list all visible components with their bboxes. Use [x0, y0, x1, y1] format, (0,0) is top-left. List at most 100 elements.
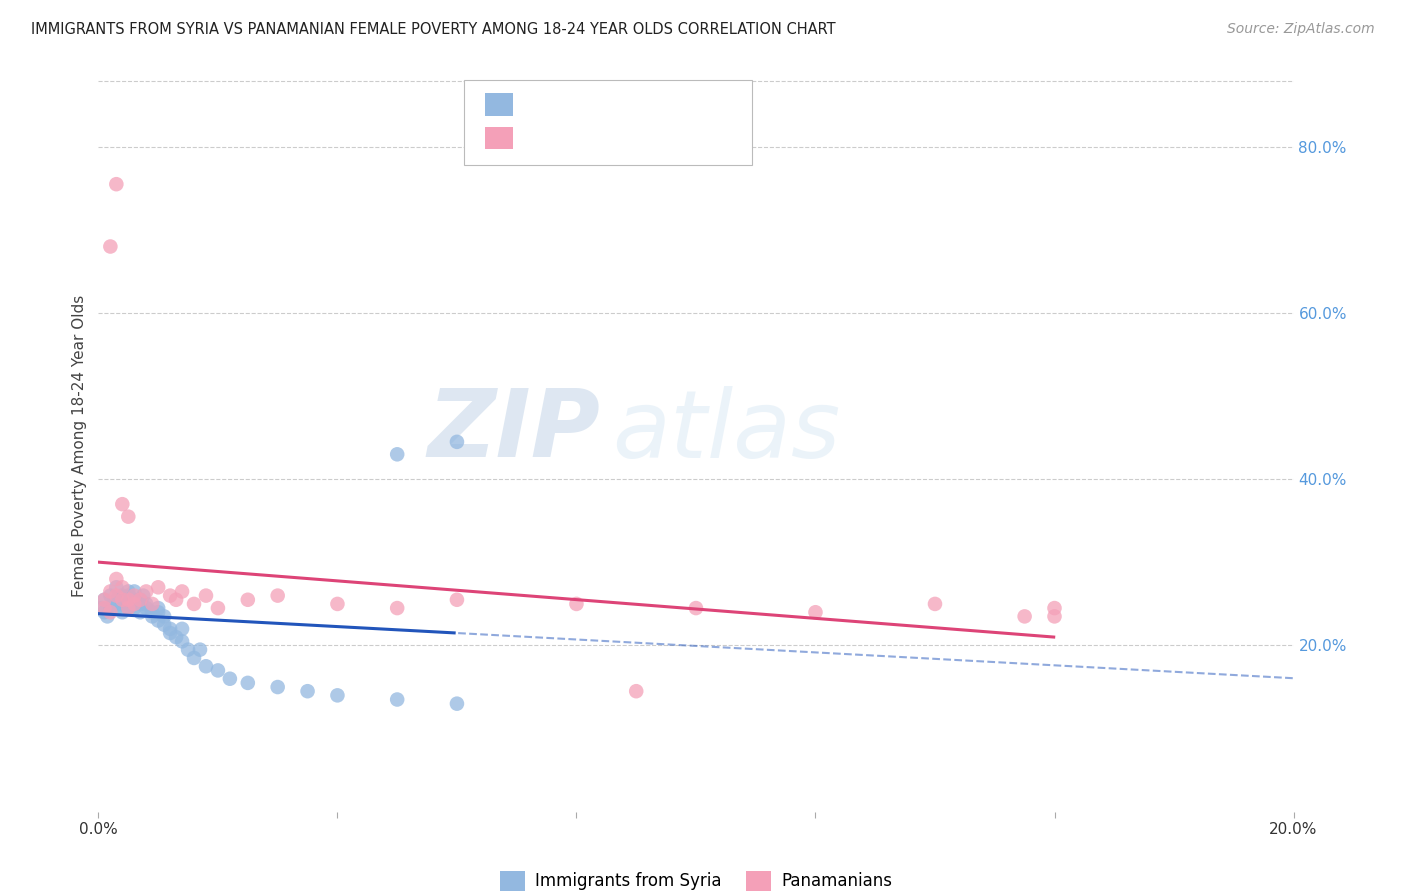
Point [207, 601, 229, 615]
Point [236, 592, 259, 607]
Point [135, 597, 157, 611]
Point [924, 597, 946, 611]
Point [135, 601, 157, 615]
Point [195, 589, 218, 603]
Point [120, 597, 142, 611]
Text: 0.006: 0.006 [555, 131, 603, 145]
Point [326, 689, 349, 703]
Point [124, 584, 146, 599]
Text: N =: N = [626, 97, 669, 112]
Point [103, 597, 125, 611]
Point [117, 592, 139, 607]
Point [93, 592, 115, 607]
Point [93, 592, 115, 607]
Point [172, 622, 194, 636]
Point [141, 597, 163, 611]
Legend: Immigrants from Syria, Panamanians: Immigrants from Syria, Panamanians [494, 864, 898, 892]
Point [385, 692, 409, 706]
Point [183, 651, 205, 665]
Point [98, 589, 122, 603]
Point [98, 601, 122, 615]
Point [90, 601, 112, 615]
Point [326, 597, 349, 611]
Text: 32: 32 [665, 131, 686, 145]
Point [141, 609, 163, 624]
Point [148, 614, 170, 628]
Point [626, 684, 648, 698]
Point [124, 601, 146, 615]
Point [565, 597, 588, 611]
Text: atlas: atlas [613, 386, 841, 477]
Point [1014, 609, 1036, 624]
Point [111, 592, 134, 607]
Point [804, 605, 827, 619]
Point [183, 597, 205, 611]
Point [96, 609, 118, 624]
Point [105, 177, 128, 191]
Point [105, 589, 128, 603]
Point [93, 605, 115, 619]
Text: R =: R = [524, 97, 558, 112]
Y-axis label: Female Poverty Among 18-24 Year Olds: Female Poverty Among 18-24 Year Olds [72, 295, 87, 597]
Point [446, 434, 468, 449]
Point [111, 589, 134, 603]
Point [98, 605, 122, 619]
Point [446, 697, 468, 711]
Point [141, 605, 163, 619]
Point [207, 664, 229, 678]
Point [98, 584, 122, 599]
Point [98, 239, 122, 253]
Point [105, 601, 128, 615]
Point [129, 605, 152, 619]
Point [267, 680, 290, 694]
Point [93, 601, 115, 615]
Point [111, 592, 134, 607]
Point [165, 630, 187, 644]
Point [165, 592, 187, 607]
Point [132, 589, 155, 603]
Point [148, 605, 170, 619]
Point [172, 584, 194, 599]
Point [117, 601, 139, 615]
Point [114, 597, 136, 611]
Point [105, 580, 128, 594]
Point [236, 676, 259, 690]
Point [159, 626, 181, 640]
Point [219, 672, 242, 686]
Point [108, 597, 131, 611]
Point [117, 509, 139, 524]
Point [159, 622, 181, 636]
Point [135, 584, 157, 599]
Point [177, 642, 200, 657]
Point [1043, 609, 1066, 624]
Text: N =: N = [626, 131, 669, 145]
Point [446, 592, 468, 607]
Point [385, 447, 409, 461]
Point [124, 597, 146, 611]
Point [159, 589, 181, 603]
Text: Source: ZipAtlas.com: Source: ZipAtlas.com [1227, 22, 1375, 37]
Point [148, 601, 170, 615]
Point [117, 601, 139, 615]
Point [124, 592, 146, 607]
Point [129, 597, 152, 611]
Point [117, 589, 139, 603]
Point [685, 601, 707, 615]
Point [105, 592, 128, 607]
Point [129, 592, 152, 607]
Point [148, 580, 170, 594]
Point [195, 659, 218, 673]
Point [124, 589, 146, 603]
Point [117, 592, 139, 607]
Point [153, 617, 176, 632]
Point [153, 609, 176, 624]
Point [267, 589, 290, 603]
Point [297, 684, 319, 698]
Point [1043, 601, 1066, 615]
Point [111, 605, 134, 619]
Text: -0.283: -0.283 [555, 97, 610, 112]
Text: ZIP: ZIP [427, 385, 600, 477]
Point [129, 592, 152, 607]
Point [117, 584, 139, 599]
Text: R =: R = [524, 131, 558, 145]
